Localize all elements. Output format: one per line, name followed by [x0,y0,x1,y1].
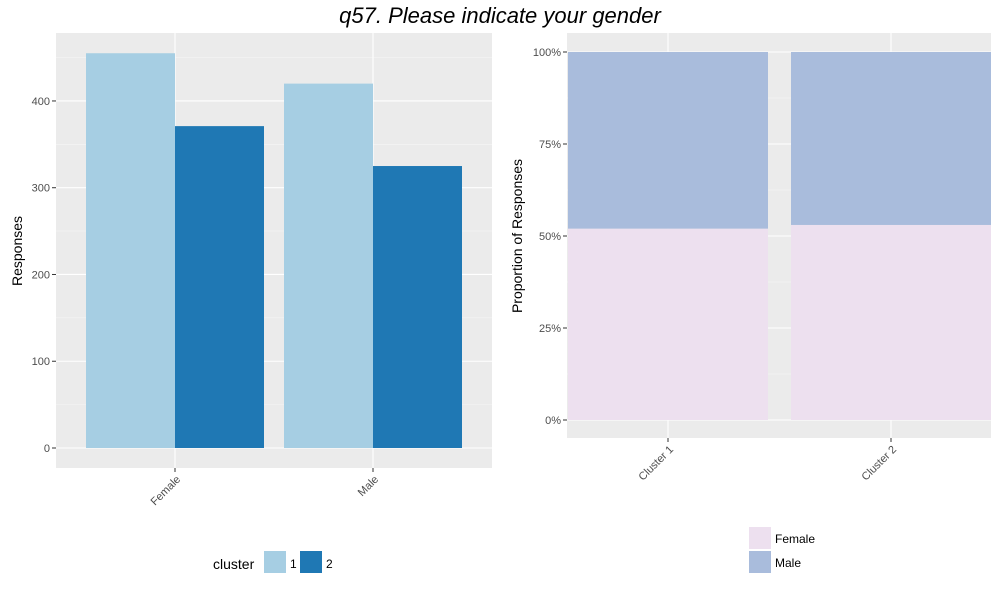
legend-label-cluster-2: 2 [326,557,333,571]
left-legend-title: cluster [213,556,255,572]
left-y-axis: 0 100 200 300 400 [32,96,56,455]
right-y-tick-label: 50% [539,231,561,243]
left-x-axis: Female Male [149,468,381,508]
left-y-tick-label: 200 [32,269,50,281]
right-bars [568,52,991,420]
legend-key-female [749,527,771,549]
right-y-tick-label: 0% [545,415,561,427]
bar-male-cluster-1 [284,83,373,448]
right-x-axis: Cluster 1 Cluster 2 [637,438,900,484]
legend-label-female: Female [775,532,815,546]
bar-female-cluster-1 [86,53,175,448]
stacked-bar-cluster-1-male [568,52,768,229]
chart-title: q57. Please indicate your gender [339,3,661,28]
left-x-tick-label: Female [149,474,183,508]
left-legend: cluster 1 2 [213,551,333,573]
stacked-bar-cluster-2-female [791,224,991,420]
right-y-tick-label: 75% [539,139,561,151]
legend-key-male [749,551,771,573]
right-x-tick-label: Cluster 1 [637,444,677,484]
bar-male-cluster-2 [373,166,462,448]
left-bars [86,53,462,449]
left-y-tick-label: 400 [32,96,50,108]
right-x-tick-label: Cluster 2 [860,444,900,484]
right-y-axis-title: Proportion of Responses [509,159,525,313]
stacked-bar-cluster-1-female [568,228,768,420]
left-y-tick-label: 300 [32,183,50,195]
left-y-tick-label: 0 [44,443,50,455]
left-panel: 0 100 200 300 400 Female Male Responses clust… [9,33,492,573]
legend-label-cluster-1: 1 [290,557,297,571]
left-y-tick-label: 100 [32,356,50,368]
bar-female-cluster-2 [175,126,264,449]
legend-key-cluster-1 [264,551,286,573]
left-y-axis-title: Responses [9,216,25,286]
legend-label-male: Male [775,556,801,570]
right-y-axis: 0% 25% 50% 75% 100% [533,47,567,427]
right-legend: Female Male [749,527,815,573]
left-x-tick-label: Male [356,474,381,499]
right-y-tick-label: 100% [533,47,561,59]
right-y-tick-label: 25% [539,323,561,335]
right-panel: 0% 25% 50% 75% 100% Cluster 1 Cluster 2 Propo… [509,33,991,573]
stacked-bar-cluster-2-male [791,52,991,225]
legend-key-cluster-2 [300,551,322,573]
